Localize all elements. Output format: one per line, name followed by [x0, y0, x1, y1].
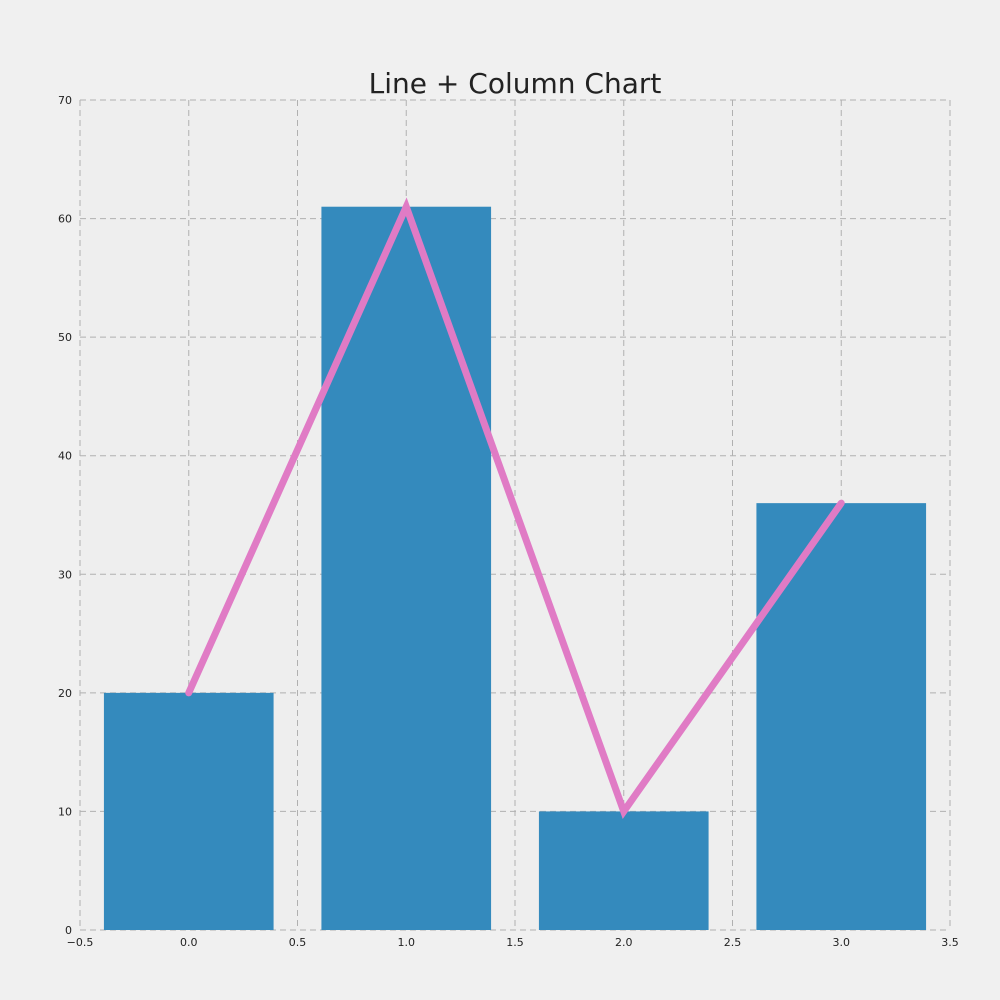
- bar-0: [103, 692, 274, 930]
- x-tick-label-2: 0.5: [289, 936, 307, 949]
- y-tick-label-3: 30: [58, 568, 72, 581]
- line-series: [185, 197, 845, 819]
- y-axis-ticks: 0 10 20 30 40 50 60 70: [58, 94, 72, 937]
- bar-3: [756, 503, 927, 930]
- y-tick-label-6: 60: [58, 213, 72, 226]
- y-tick-label-7: 70: [58, 94, 72, 107]
- x-tick-label-3: 1.0: [398, 936, 416, 949]
- x-tick-label-4: 1.5: [506, 936, 524, 949]
- chart-title: Line + Column Chart: [369, 67, 662, 100]
- bar-2: [538, 811, 709, 930]
- x-axis-ticks: −0.5 0.0 0.5 1.0 1.5 2.0 2.5 3.0 3.5: [67, 936, 959, 949]
- x-tick-label-6: 2.5: [724, 936, 742, 949]
- y-tick-label-2: 20: [58, 687, 72, 700]
- y-tick-label-4: 40: [58, 450, 72, 463]
- y-tick-label-0: 0: [65, 924, 72, 937]
- y-tick-label-5: 50: [58, 331, 72, 344]
- x-tick-label-8: 3.5: [941, 936, 959, 949]
- y-tick-label-1: 10: [58, 805, 72, 818]
- bar-1: [321, 206, 492, 930]
- x-tick-label-0: −0.5: [67, 936, 94, 949]
- x-tick-label-7: 3.0: [833, 936, 851, 949]
- x-tick-label-1: 0.0: [180, 936, 198, 949]
- x-tick-label-5: 2.0: [615, 936, 633, 949]
